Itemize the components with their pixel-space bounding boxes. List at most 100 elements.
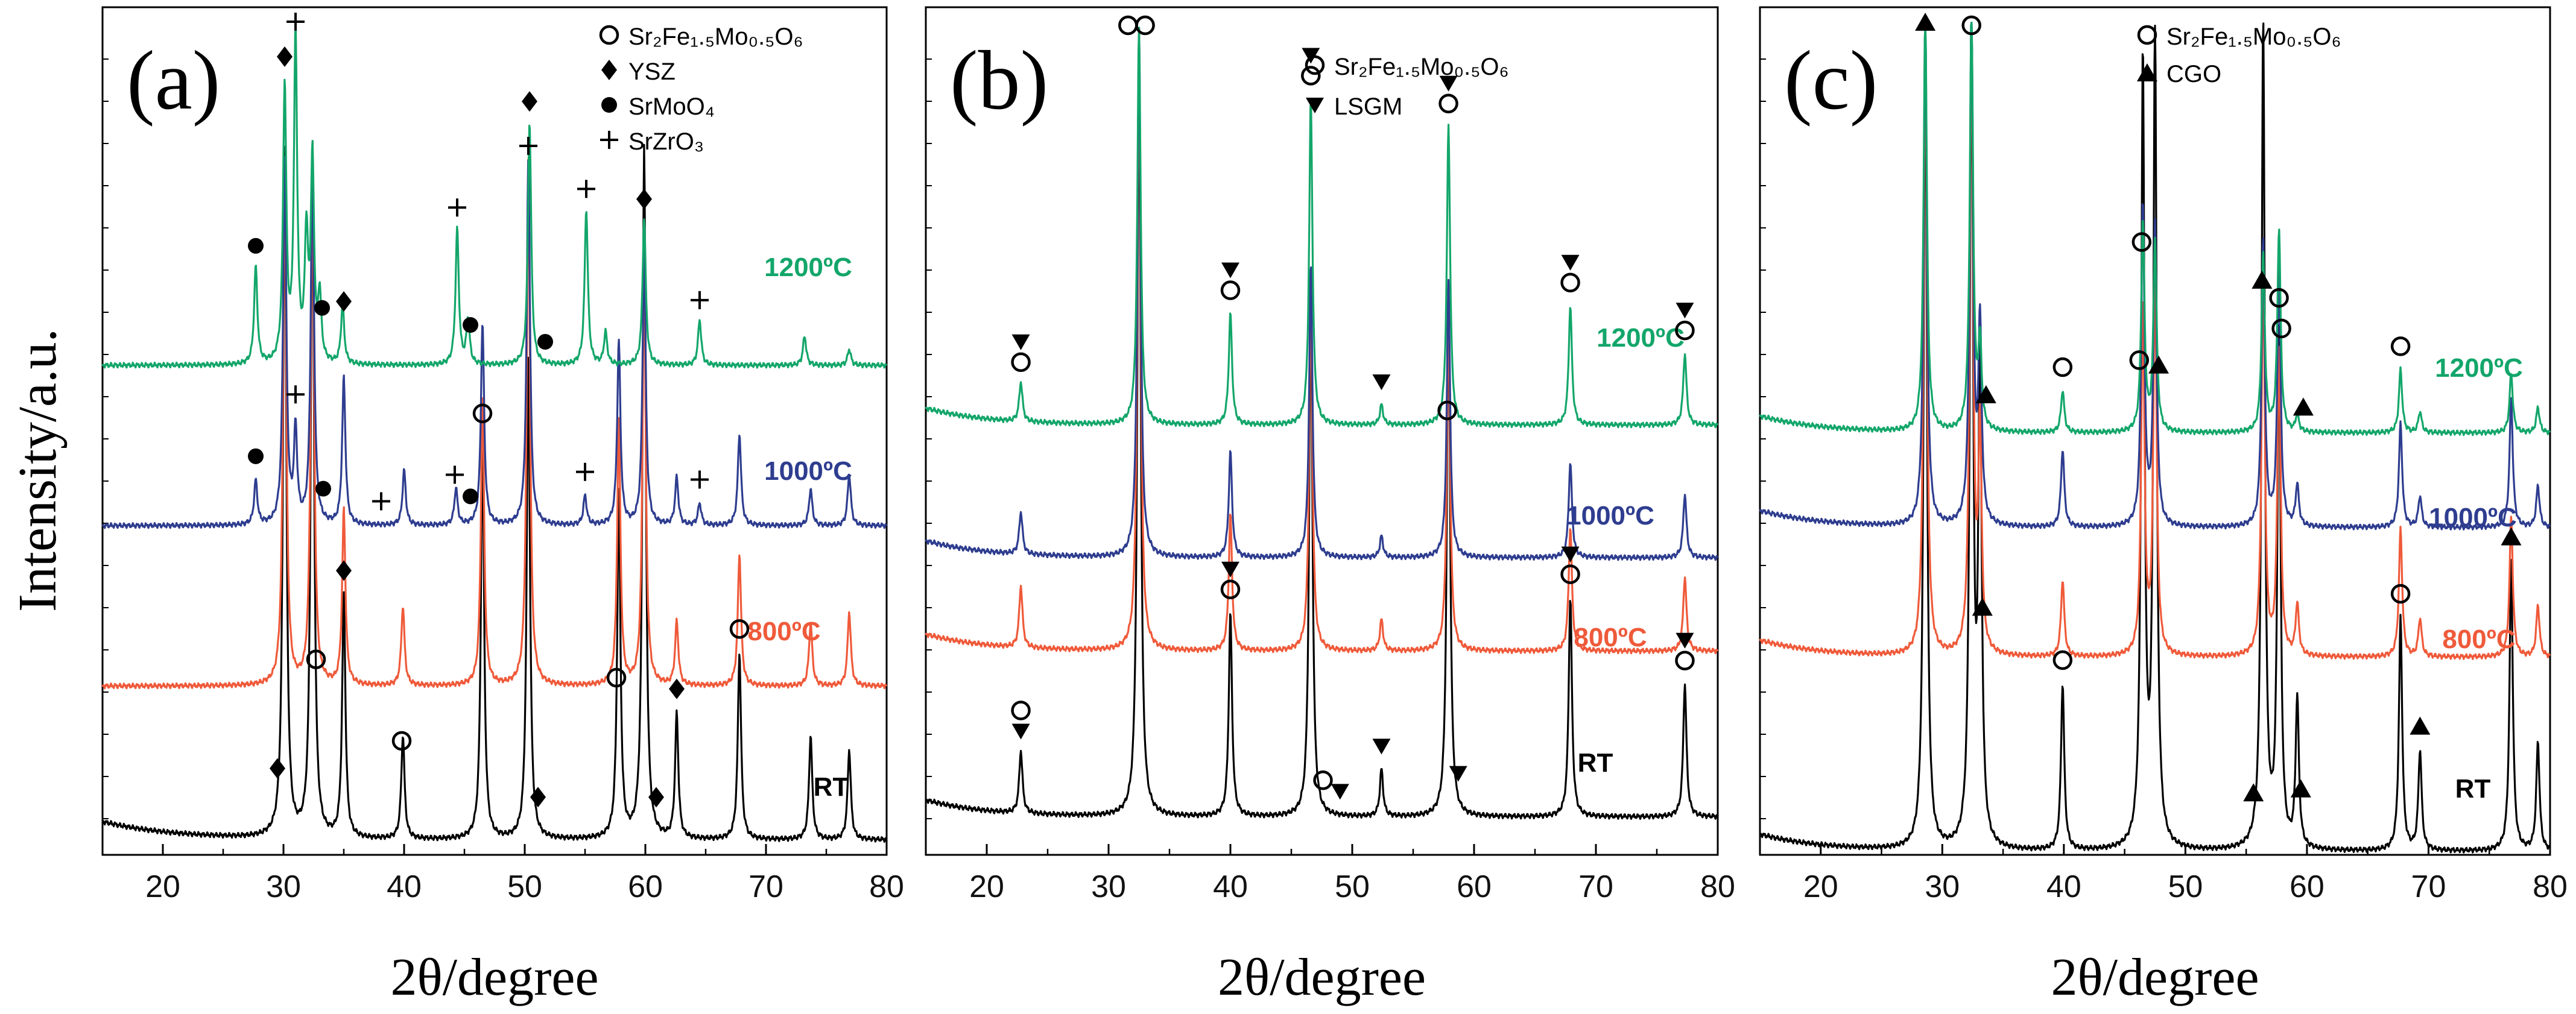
series-line-800c	[925, 30, 1719, 655]
peak-marker-up-triangle	[2243, 783, 2264, 802]
peak-marker-open-circle	[729, 619, 750, 639]
peak-marker-open-circle	[1011, 701, 1031, 720]
peak-marker-down-triangle	[1372, 738, 1391, 755]
peak-marker-down-triangle	[1449, 766, 1467, 782]
peak-marker-plus	[448, 198, 466, 217]
peak-marker-plus	[577, 180, 595, 198]
series-label: 800ºC	[2442, 625, 2515, 654]
legend-marker-plus	[600, 131, 618, 149]
peak-marker-down-triangle	[1331, 784, 1349, 800]
peak-marker-plus	[286, 13, 305, 31]
x-tick-label: 60	[628, 869, 663, 904]
panel-label: (b)	[950, 34, 1048, 127]
legend-marker-filled-circle	[601, 97, 617, 113]
peak-marker-open-circle	[391, 731, 412, 751]
series-line-1000c	[1759, 22, 2551, 531]
peak-marker-down-triangle	[1676, 632, 1694, 649]
peak-marker-plus	[286, 385, 305, 404]
peak-marker-down-triangle	[1221, 561, 1239, 578]
peak-marker-open-circle	[1220, 579, 1241, 600]
x-tick-label: 60	[2290, 869, 2324, 904]
x-axis-label: 2θ/degree	[1218, 948, 1426, 1007]
x-tick-label: 40	[2046, 869, 2081, 904]
peak-marker-filled-circle	[314, 300, 330, 316]
peak-marker-down-triangle	[1011, 723, 1030, 740]
series-label: RT	[814, 772, 849, 802]
x-tick-label: 70	[1578, 869, 1613, 904]
panel-a: 20 30 40 50 60 70 80 2θ/degree (a) RT 800ºC 1000ºC 1…	[101, 6, 904, 1007]
series-line-1200c	[101, 27, 888, 369]
peak-marker-open-circle	[2052, 357, 2073, 377]
peak-marker-down-triangle	[1302, 48, 1320, 64]
series-line-1000c	[101, 153, 888, 529]
peak-marker-up-triangle	[2410, 716, 2431, 735]
peak-marker-open-circle	[1135, 15, 1155, 36]
series-line-800c	[101, 151, 888, 690]
peak-marker-diamond	[270, 758, 285, 779]
legend-label: SrMoO₄	[628, 93, 715, 120]
series-label: 1000ºC	[2429, 503, 2517, 532]
series-label: 800ºC	[747, 617, 820, 646]
x-axis-label: 2θ/degree	[390, 948, 598, 1007]
peak-marker-up-triangle	[2501, 527, 2522, 546]
series-label: RT	[1578, 748, 1613, 778]
peak-marker-down-triangle	[1011, 334, 1030, 350]
series-label: 800ºC	[1574, 623, 1647, 652]
panel-frame	[925, 6, 1719, 856]
peak-marker-open-circle	[1560, 564, 1580, 584]
x-tick-label: 20	[969, 869, 1004, 904]
peak-marker-up-triangle	[1975, 385, 1996, 403]
peak-marker-open-circle	[472, 403, 493, 424]
peak-marker-open-circle	[1961, 15, 1981, 36]
x-tick-label: 80	[2533, 869, 2568, 904]
peak-marker-diamond	[648, 787, 664, 808]
legend-marker-open-circle	[2137, 25, 2157, 45]
peak-marker-plus	[576, 462, 594, 481]
x-tick-label: 40	[1213, 869, 1248, 904]
peak-marker-open-circle	[2052, 650, 2073, 670]
series-line-1200c	[925, 27, 1719, 429]
legend-label: CGO	[2166, 61, 2221, 87]
x-tick-label: 20	[1803, 869, 1838, 904]
legend-label: SrZrO₃	[628, 128, 704, 155]
x-tick-label: 20	[145, 869, 180, 904]
peak-marker-open-circle	[306, 649, 326, 669]
series-line-rt	[925, 33, 1719, 820]
peak-marker-down-triangle	[1439, 75, 1458, 92]
legend-marker-down-triangle	[1306, 98, 1324, 113]
peak-marker-down-triangle	[1561, 546, 1580, 562]
peak-marker-open-circle	[1118, 15, 1138, 36]
panel-label: (a)	[127, 34, 220, 127]
peak-marker-up-triangle	[2148, 355, 2169, 374]
x-tick-label: 70	[2411, 869, 2446, 904]
peak-marker-filled-circle	[463, 317, 478, 333]
peak-marker-open-circle	[1560, 272, 1580, 293]
legend-label: Sr₂Fe₁.₅Mo₀.₅O₆	[628, 24, 803, 50]
x-tick-label: 30	[1925, 869, 1960, 904]
peak-marker-filled-circle	[537, 333, 553, 350]
series-label: 1000ºC	[1566, 501, 1654, 531]
x-tick-label: 60	[1457, 869, 1492, 904]
peak-marker-down-triangle	[1372, 374, 1391, 391]
peak-marker-open-circle	[1438, 93, 1458, 114]
series-line-1200c	[1759, 22, 2551, 436]
peak-marker-plus	[372, 492, 390, 511]
panel-frame	[101, 6, 888, 856]
peak-marker-open-circle	[1675, 650, 1695, 671]
legend-label: Sr₂Fe₁.₅Mo₀.₅O₆	[2166, 24, 2341, 50]
peak-marker-open-circle	[2390, 336, 2411, 356]
peak-marker-open-circle	[1313, 770, 1333, 790]
legend-marker-up-triangle	[2137, 63, 2157, 81]
peak-marker-open-circle	[2390, 584, 2411, 604]
peak-marker-open-circle	[1011, 352, 1031, 373]
legend-marker-diamond	[601, 60, 617, 80]
peak-marker-filled-circle	[248, 448, 264, 464]
peak-marker-diamond	[636, 189, 652, 210]
x-tick-label: 40	[387, 869, 422, 904]
peak-marker-diamond	[669, 678, 685, 699]
series-label: 1000ºC	[764, 456, 852, 486]
legend-label: Sr₂Fe₁.₅Mo₀.₅O₆	[1334, 54, 1509, 80]
peak-marker-diamond	[336, 560, 352, 581]
series-label: 1200ºC	[2435, 353, 2523, 383]
